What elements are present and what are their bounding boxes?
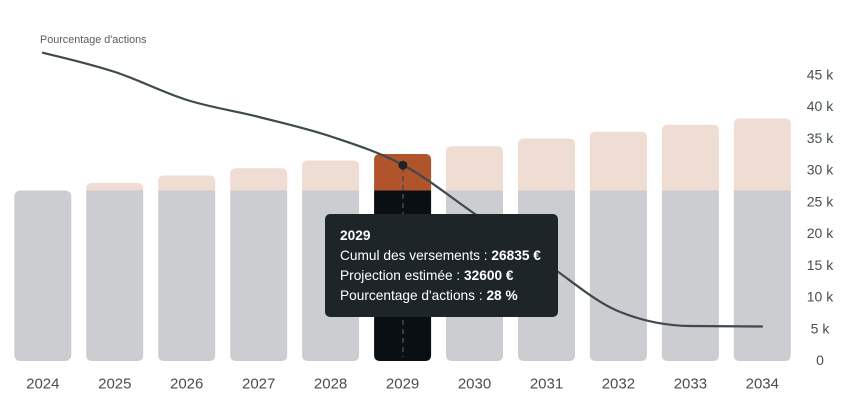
svg-text:2032: 2032 xyxy=(602,376,635,393)
svg-text:2031: 2031 xyxy=(530,376,563,393)
svg-text:45 k: 45 k xyxy=(807,67,834,83)
svg-text:35 k: 35 k xyxy=(807,130,834,146)
svg-text:2028: 2028 xyxy=(314,376,347,393)
svg-text:2033: 2033 xyxy=(674,376,707,393)
svg-text:25 k: 25 k xyxy=(807,193,834,209)
svg-text:2024: 2024 xyxy=(26,376,59,393)
svg-text:0: 0 xyxy=(816,352,824,368)
svg-text:2026: 2026 xyxy=(170,376,203,393)
svg-text:2030: 2030 xyxy=(458,376,491,393)
svg-text:15 k: 15 k xyxy=(807,257,834,273)
svg-text:20 k: 20 k xyxy=(807,225,834,241)
svg-text:30 k: 30 k xyxy=(807,162,834,178)
svg-text:40 k: 40 k xyxy=(807,98,834,114)
svg-text:Pourcentage d'actions: Pourcentage d'actions xyxy=(40,34,147,46)
svg-text:2029: 2029 xyxy=(386,376,419,393)
svg-text:10 k: 10 k xyxy=(807,289,834,305)
svg-text:2025: 2025 xyxy=(98,376,131,393)
svg-text:2034: 2034 xyxy=(746,376,779,393)
svg-text:5 k: 5 k xyxy=(811,320,831,336)
svg-text:2027: 2027 xyxy=(242,376,275,393)
